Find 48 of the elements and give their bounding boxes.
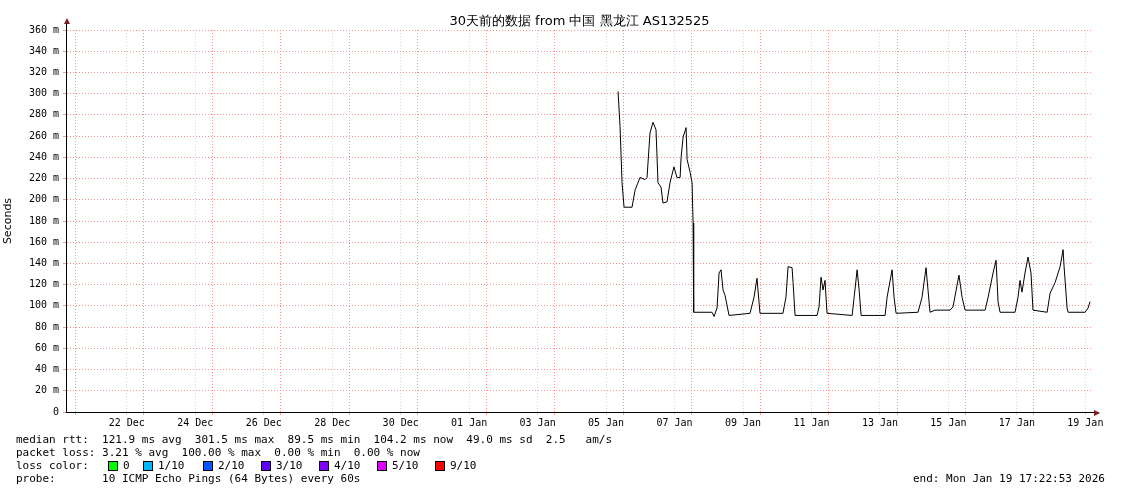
y-tick-label: 80 m xyxy=(34,320,59,332)
y-tick-label: 100 m xyxy=(28,299,59,311)
y-tick-label: 300 m xyxy=(28,87,59,99)
x-tick-label: 11 Jan xyxy=(793,416,830,428)
x-tick-label: 09 Jan xyxy=(724,416,762,428)
text: median rtt: 121.9 ms avg 301.5 ms max 89.5 ms min 104.2 ms now 49.0 ms sd 2.5 am/s xyxy=(16,433,613,446)
x-tick-label: 26 Dec xyxy=(245,416,282,428)
text: 4/10 xyxy=(334,459,361,472)
y-tick-label: 120 m xyxy=(28,278,59,290)
text: 5/10 xyxy=(392,459,419,472)
y-tick-label: 320 m xyxy=(28,66,59,78)
text: 1/10 xyxy=(158,459,185,472)
y-tick-label: 160 m xyxy=(28,235,59,247)
y-tick-label: 180 m xyxy=(28,214,59,226)
text: 0 xyxy=(123,459,130,472)
x-tick-label: 19 Jan xyxy=(1067,416,1104,428)
text: end: Mon Jan 19 17:22:53 2026 xyxy=(912,472,1105,485)
x-tick-label: 03 Jan xyxy=(519,416,556,428)
x-tick-label: 05 Jan xyxy=(588,416,625,428)
text: probe: 10 ICMP Echo Pings (64 Bytes) every 60s xyxy=(16,472,361,485)
y-tick-label: 60 m xyxy=(34,341,59,353)
x-tick-label: 07 Jan xyxy=(656,416,693,428)
y-tick-label: 20 m xyxy=(34,384,59,396)
y-tick-label: 280 m xyxy=(28,108,59,120)
x-tick-label: 22 Dec xyxy=(108,416,145,428)
x-tick-label: 24 Dec xyxy=(177,416,214,428)
x-tick-label: 30 Dec xyxy=(382,416,419,428)
y-tick-label: 0 xyxy=(52,405,59,417)
text: 2/10 xyxy=(218,459,245,472)
y-axis-title: Seconds xyxy=(1,197,15,245)
text: loss color: xyxy=(16,459,89,472)
y-tick-label: 240 m xyxy=(28,150,59,162)
y-tick-label: 360 m xyxy=(28,23,59,35)
x-tick-label: 28 Dec xyxy=(314,416,351,428)
text: 3/10 xyxy=(276,459,303,472)
text: packet loss: 3.21 % avg 100.00 % max 0.00 % min 0.00 % now xyxy=(16,446,420,459)
x-tick-label: 13 Jan xyxy=(861,416,899,428)
x-tick-label: 01 Jan xyxy=(451,416,488,428)
y-tick-label: 260 m xyxy=(28,129,59,141)
y-tick-label: 200 m xyxy=(28,193,59,205)
text: 9/10 xyxy=(450,459,477,472)
chart-title: 30天前的数据 from 中国 黑龙江 AS132525 xyxy=(448,12,711,30)
y-tick-label: 140 m xyxy=(28,257,59,269)
y-tick-label: 220 m xyxy=(28,172,59,184)
y-tick-label: 340 m xyxy=(28,44,59,56)
x-tick-label: 17 Jan xyxy=(998,416,1035,428)
y-tick-label: 40 m xyxy=(34,363,59,375)
x-tick-label: 15 Jan xyxy=(930,416,967,428)
